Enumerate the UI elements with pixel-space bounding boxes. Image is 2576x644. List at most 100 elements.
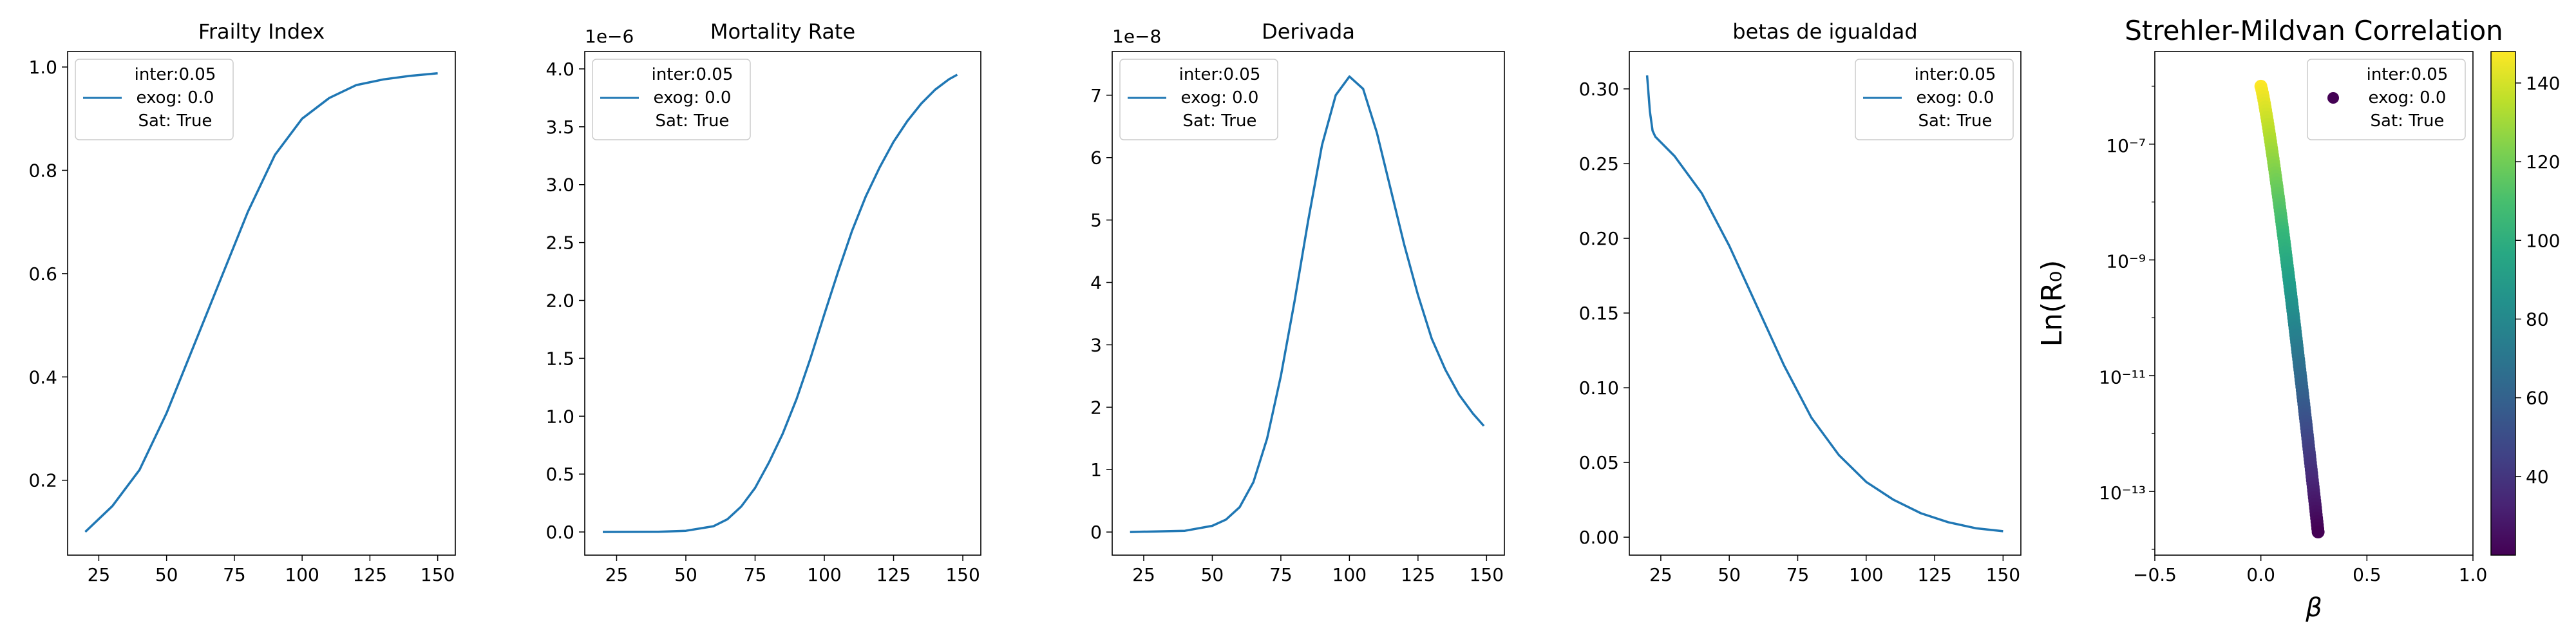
x-tick-label: 25: [605, 564, 629, 585]
y-tick-label: 1.0: [28, 57, 57, 78]
plot-frame: [2154, 51, 2474, 556]
colorbar-tick-label: 40: [2526, 466, 2549, 488]
x-tick-label: 75: [744, 564, 767, 585]
y-tick-label: 0.00: [1579, 527, 1619, 548]
chart-panel-4: 0.00 0.05 0.10 0.15 0.20 0.25 0.30 25 50 75 100 125…: [1579, 19, 2022, 585]
chart-panel-1: 0.2 0.4 0.6 0.8 1.0 25 50 75 100 125 150 Frailty In…: [28, 19, 456, 585]
x-tick-label: 1.0: [2459, 564, 2488, 585]
y-tick-label: 2: [1090, 397, 1102, 418]
x-tick-label: 150: [1470, 564, 1504, 585]
series-line: [84, 71, 438, 533]
scatter-points: [2254, 79, 2325, 538]
legend: inter:0.05 exog: 0.0 Sat: True: [2307, 59, 2466, 140]
chart-panel-5: 10⁻¹³ 10⁻¹¹ 10⁻⁹ 10⁻⁷ −0.5 0.0 0.5 1.0 Strehler-…: [2036, 15, 2560, 623]
chart-panel-3: 0 1 2 3 4 5 6 7 25 50 75 100 125 150 1e−8 Derivada inter…: [1090, 19, 1505, 585]
y-tick-label: 0.5: [545, 464, 574, 485]
x-tick-label: 50: [155, 564, 178, 585]
plot-frame: [584, 51, 981, 556]
chart-title: Strehler-Mildvan Correlation: [2125, 15, 2503, 46]
y-tick-label: 1: [1090, 459, 1102, 480]
x-tick-label: 100: [807, 564, 841, 585]
legend-label: exog: 0.0: [137, 88, 214, 108]
y-tick-label: 0.10: [1579, 377, 1619, 399]
y-tick-label: 6: [1090, 147, 1102, 169]
x-tick-label: 125: [1401, 564, 1435, 585]
legend-label: inter:0.05: [652, 65, 734, 84]
y-tick-label: 0.8: [28, 160, 57, 181]
axis-offset-label: 1e−6: [585, 26, 634, 47]
legend-label: inter:0.05: [135, 65, 216, 84]
y-tick-label: 0.25: [1579, 153, 1619, 175]
legend: inter:0.05 exog: 0.0 Sat: True: [1855, 59, 2014, 140]
x-tick-label: 75: [1269, 564, 1293, 585]
y-tick-label: 10⁻¹³: [2099, 482, 2146, 504]
y-tick-label: 5: [1090, 210, 1102, 231]
legend-label: Sat: True: [656, 111, 730, 131]
colorbar-tick-label: 60: [2526, 388, 2549, 409]
legend-box: [2307, 59, 2466, 140]
x-tick-label: −0.5: [2133, 564, 2177, 585]
colorbar-tick-label: 100: [2526, 230, 2560, 251]
x-tick-label: 100: [285, 564, 319, 585]
x-tick-label: 125: [1917, 564, 1951, 585]
y-tick-label: 0.6: [28, 263, 57, 285]
legend: inter:0.05 exog: 0.0 Sat: True: [75, 59, 234, 140]
y-tick-label: 3.0: [545, 175, 574, 196]
y-tick-label: 3: [1090, 334, 1102, 355]
x-tick-label: 125: [876, 564, 911, 585]
y-tick-label: 2.5: [545, 232, 574, 254]
x-tick-label: 150: [1986, 564, 2020, 585]
legend: inter:0.05 exog: 0.0 Sat: True: [592, 59, 751, 140]
y-tick-label: 3.5: [545, 117, 574, 138]
legend-label: exog: 0.0: [654, 88, 732, 108]
x-tick-label: 75: [1786, 564, 1810, 585]
y-tick-label: 7: [1090, 85, 1102, 106]
y-tick-label: 1.0: [545, 406, 574, 427]
x-tick-label: 25: [1132, 564, 1155, 585]
legend-label: Sat: True: [2371, 111, 2445, 131]
y-tick-label: 4: [1090, 272, 1102, 294]
colorbar-tick-label: 120: [2526, 151, 2560, 173]
legend-box: [1119, 59, 1278, 140]
legend: inter:0.05 exog: 0.0 Sat: True: [1119, 59, 1278, 140]
x-tick-label: 150: [421, 564, 455, 585]
y-tick-label: 0.2: [28, 470, 57, 491]
legend-label: inter:0.05: [1179, 65, 1261, 84]
x-tick-label: 50: [1718, 564, 1741, 585]
x-tick-label: 0.5: [2353, 564, 2382, 585]
y-tick-label: 10⁻⁷: [2106, 135, 2146, 156]
plot-frame: [1629, 51, 2022, 556]
series-line: [1130, 75, 1485, 533]
y-tick-label: 10⁻¹¹: [2099, 366, 2146, 388]
x-tick-label: 75: [223, 564, 246, 585]
x-tick-label: 100: [1332, 564, 1367, 585]
plot-frame: [1112, 51, 1505, 556]
series-line: [602, 73, 958, 533]
colorbar-gradient: [2490, 51, 2516, 556]
legend-label: Sat: True: [138, 111, 213, 131]
y-tick-label: 0.30: [1579, 79, 1619, 100]
x-tick-label: 25: [1649, 564, 1672, 585]
legend-label: inter:0.05: [1915, 65, 1996, 84]
x-tick-label: 150: [945, 564, 980, 585]
y-tick-label: 1.5: [545, 348, 574, 369]
legend-label: exog: 0.0: [1181, 88, 1259, 108]
x-tick-label: 125: [353, 564, 387, 585]
colorbar: 40 60 80 100 120 140: [2490, 51, 2560, 556]
legend-box: [75, 59, 234, 140]
legend-marker: [2327, 92, 2339, 104]
y-tick-label: 0.4: [28, 366, 57, 388]
legend-box: [592, 59, 751, 140]
chart-title: Derivada: [1262, 19, 1355, 44]
y-tick-label: 0: [1090, 522, 1102, 543]
colorbar-tick-label: 140: [2526, 73, 2560, 94]
y-tick-label: 10⁻⁹: [2106, 251, 2146, 272]
legend-box: [1855, 59, 2014, 140]
plot-frame: [67, 51, 456, 556]
chart-title: Mortality Rate: [710, 19, 855, 44]
x-tick-label: 50: [674, 564, 697, 585]
x-tick-label: 25: [88, 564, 111, 585]
x-tick-label: 50: [1201, 564, 1224, 585]
chart-panel-2: 0.0 0.5 1.0 1.5 2.0 2.5 3.0 3.5 4.0 25 50 75 100 125 1…: [545, 19, 981, 585]
